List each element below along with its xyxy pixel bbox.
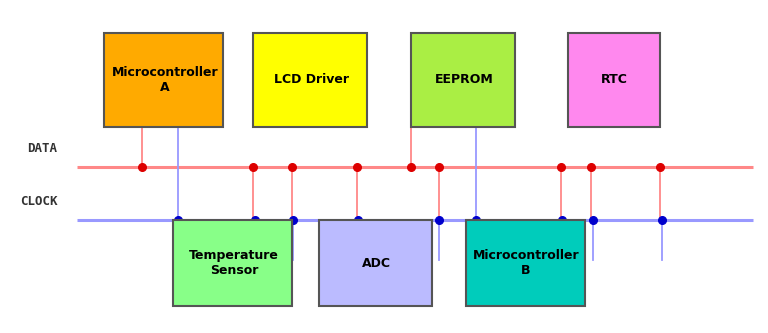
FancyBboxPatch shape — [466, 220, 585, 306]
FancyBboxPatch shape — [104, 33, 223, 127]
Text: CLOCK: CLOCK — [20, 195, 58, 208]
Text: ADC: ADC — [362, 256, 391, 270]
FancyBboxPatch shape — [173, 220, 292, 306]
Text: RTC: RTC — [601, 73, 627, 87]
FancyBboxPatch shape — [568, 33, 660, 127]
Text: LCD Driver: LCD Driver — [273, 73, 349, 87]
FancyBboxPatch shape — [319, 220, 432, 306]
Text: Microcontroller
A: Microcontroller A — [112, 66, 218, 94]
Text: DATA: DATA — [28, 142, 58, 155]
FancyBboxPatch shape — [253, 33, 367, 127]
Text: EEPROM: EEPROM — [435, 73, 494, 87]
FancyBboxPatch shape — [411, 33, 515, 127]
Text: Temperature
Sensor: Temperature Sensor — [189, 249, 280, 277]
Text: Microcontroller
B: Microcontroller B — [473, 249, 579, 277]
